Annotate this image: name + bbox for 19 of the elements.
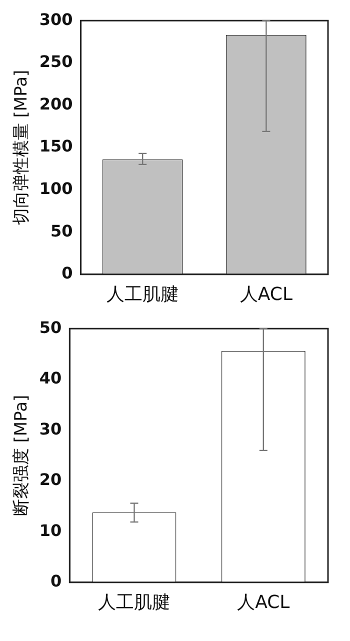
y-tick-label: 40: [39, 368, 62, 388]
y-tick-label: 20: [39, 470, 62, 490]
y-tick-label: 50: [39, 318, 62, 337]
x-tick-label: 人工肌腱: [98, 592, 170, 613]
y-axis-title: 切向弹性模量 [MPa]: [12, 70, 32, 226]
y-tick-label: 0: [62, 264, 73, 283]
x-tick-label: 人ACL: [237, 592, 290, 613]
y-tick-label: 150: [39, 136, 73, 156]
y-axis-title: 断裂强度 [MPa]: [12, 394, 32, 516]
y-tick-label: 250: [39, 52, 73, 72]
y-tick-label: 100: [39, 178, 73, 198]
y-tick-label: 30: [39, 419, 62, 438]
y-tick-label: 300: [39, 10, 73, 29]
y-tick-label: 0: [50, 572, 62, 591]
x-tick-label: 人ACL: [240, 284, 292, 305]
y-tick-label: 200: [39, 94, 73, 114]
x-tick-label: 人工肌腱: [106, 284, 179, 305]
y-tick-label: 10: [39, 520, 62, 540]
y-tick-label: 50: [50, 221, 73, 240]
